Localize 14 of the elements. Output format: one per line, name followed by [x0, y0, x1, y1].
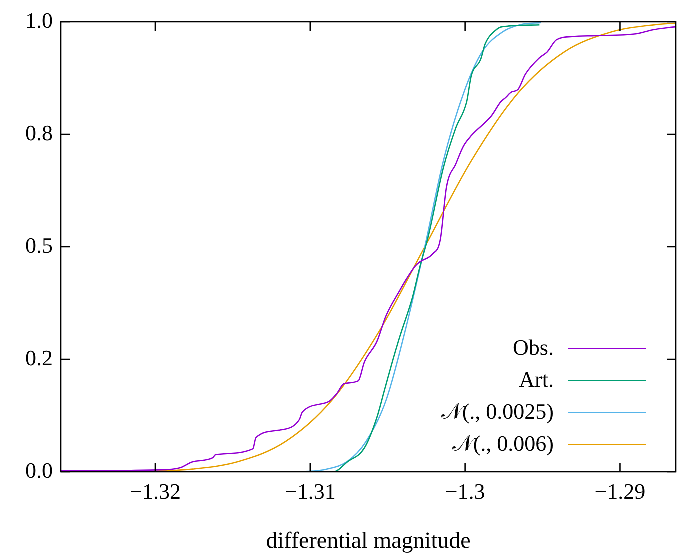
x-tick-label: −1.3: [445, 478, 486, 504]
legend-label: Art.: [519, 367, 554, 393]
legend-label: Obs.: [513, 335, 554, 361]
x-tick-label: −1.31: [284, 478, 336, 504]
x-tick-label: −1.32: [130, 478, 181, 504]
y-tick-label: 0.0: [26, 458, 53, 483]
y-tick-label: 0.8: [26, 120, 53, 146]
x-tick-label: −1.29: [594, 478, 646, 504]
y-tick-label: 1.0: [26, 8, 53, 33]
x-axis-title: differential magnitude: [266, 528, 471, 554]
y-tick-label: 0.5: [26, 232, 53, 258]
legend-label: 𝒩(., 0.0025): [441, 399, 554, 425]
y-tick-label: 0.2: [26, 345, 53, 370]
legend-label: 𝒩(., 0.006): [452, 431, 554, 457]
